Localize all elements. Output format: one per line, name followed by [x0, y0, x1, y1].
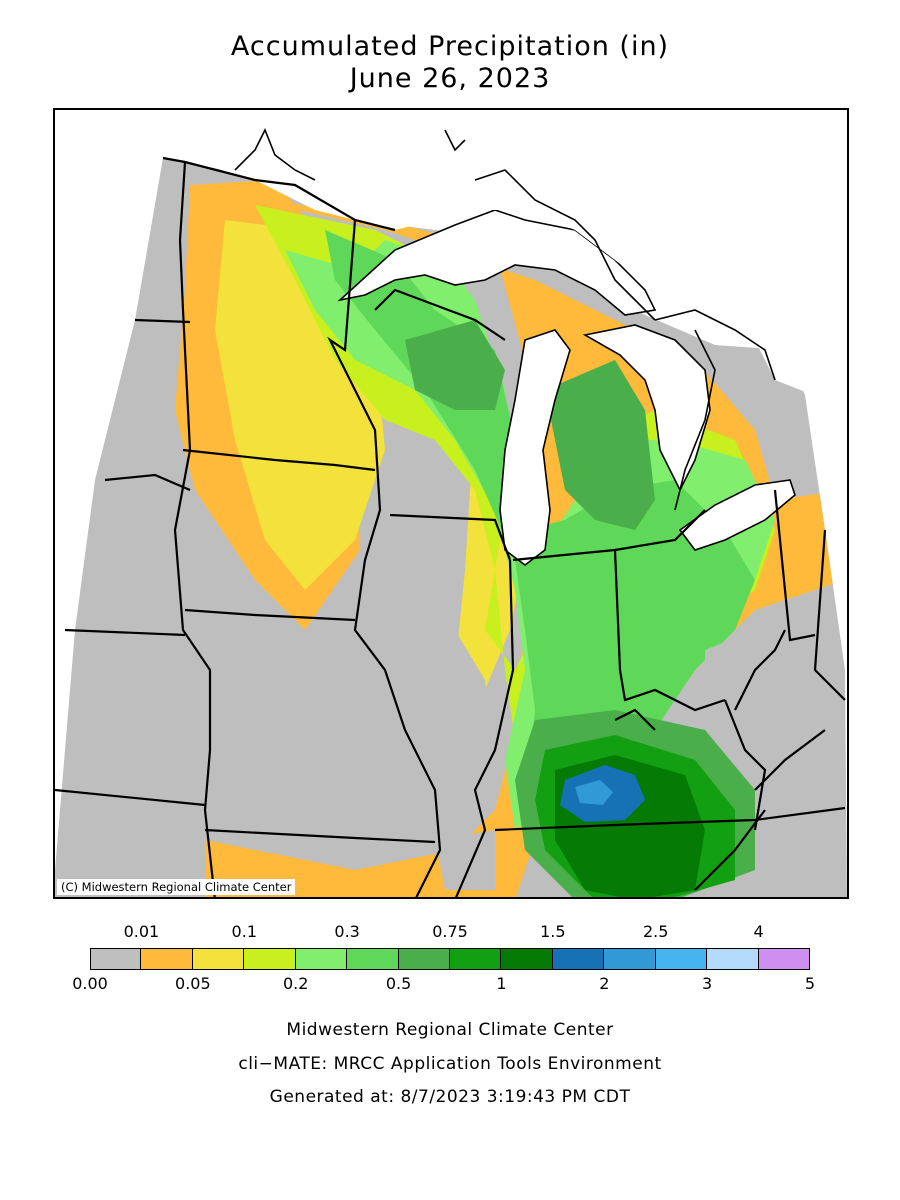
legend-swatch	[501, 948, 553, 970]
legend-swatch	[141, 948, 193, 970]
legend-swatch	[758, 948, 810, 970]
legend-swatch	[398, 948, 450, 970]
legend-swatch	[192, 948, 245, 970]
legend-swatch	[604, 948, 656, 970]
credit-line-3: Generated at: 8/7/2023 3:19:43 PM CDT	[269, 1087, 631, 1107]
legend-top-label: 1.5	[540, 922, 566, 941]
precipitation-map: (C) Midwestern Regional Climate Center	[53, 108, 849, 899]
lake-michigan	[499, 329, 571, 566]
legend-bottom-label: 1	[496, 974, 507, 993]
legend-bottom-label: 3	[702, 974, 713, 993]
legend-bottom-label: 0.05	[175, 974, 211, 993]
legend-bottom-label: 0.5	[385, 974, 412, 993]
legend-top-label: 0.75	[432, 922, 468, 941]
canada-area	[163, 110, 847, 409]
legend-top-label: 0.1	[231, 922, 257, 941]
legend-top-label: 4	[753, 922, 764, 941]
no-precip-island-mo	[435, 830, 495, 890]
no-precip-island-il	[335, 610, 495, 820]
legend-swatch	[295, 948, 348, 970]
precip-zone-midgreen	[405, 320, 505, 410]
legend-swatch	[552, 948, 605, 970]
lake-huron	[582, 324, 711, 492]
title-line-2: June 26, 2023	[349, 63, 551, 94]
legend-top-label: 0.3	[334, 922, 360, 941]
credit-line-1: Midwestern Regional Climate Center	[286, 1020, 614, 1040]
lake-erie	[678, 479, 796, 551]
legend-bottom-label: 5	[804, 974, 816, 993]
legend-top-label: 2.5	[642, 922, 669, 941]
state-boundaries	[55, 156, 846, 897]
precip-zone-lightblue	[575, 780, 613, 805]
legend-top-label: 0.01	[123, 922, 160, 941]
no-precip-island-oh	[705, 630, 785, 730]
legend-swatch	[347, 948, 399, 970]
precip-zone-midgreen-mi	[545, 360, 655, 530]
map-canvas	[55, 110, 847, 897]
copyright-label: (C) Midwestern Regional Climate Center	[57, 879, 296, 895]
legend-bottom-label: 0.00	[72, 974, 108, 993]
title-line-1: Accumulated Precipitation (in)	[230, 31, 670, 62]
coastlines	[234, 128, 776, 511]
legend-bottom-label: 0.2	[282, 974, 309, 993]
credit-line-2: cli−MATE: MRCC Application Tools Environ…	[238, 1054, 662, 1074]
legend-swatch	[90, 948, 142, 970]
legend-bottom-label: 2	[599, 974, 610, 993]
legend-swatch	[707, 948, 759, 970]
legend-swatch	[244, 948, 296, 970]
legend-swatch	[450, 948, 502, 970]
legend-swatch	[655, 948, 708, 970]
